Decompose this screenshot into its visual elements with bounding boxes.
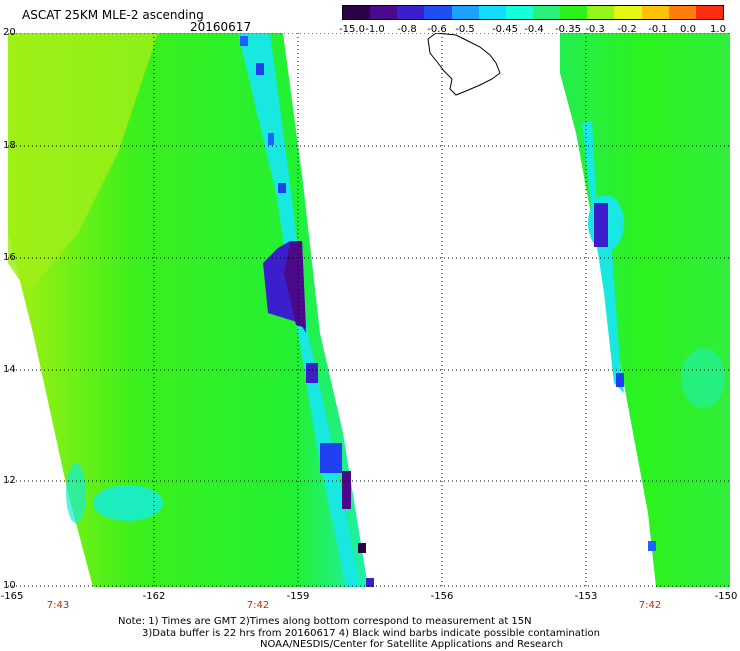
colorbar-label: -0.6: [427, 24, 447, 35]
colorbar-segment: [505, 6, 533, 19]
footnote-line: Note: 1) Times are GMT 2)Times along bot…: [118, 616, 532, 627]
latitude-label: 10: [3, 580, 16, 591]
colorbar-segment: [587, 6, 615, 19]
colorbar-label: 1.0: [710, 24, 726, 35]
cyan-patch: [93, 485, 163, 521]
latitude-label: 12: [3, 475, 16, 486]
colorbar-label: -0.1: [648, 24, 668, 35]
dark-purple-cluster: [284, 241, 306, 328]
colorbar-segment: [614, 6, 642, 19]
colorbar-segment: [370, 6, 398, 19]
latitude-label: 16: [3, 252, 16, 263]
colorbar: [342, 5, 724, 20]
cyan-patch: [681, 348, 725, 408]
colorbar-segment: [560, 6, 588, 19]
colorbar-label: -0.3: [585, 24, 605, 35]
blue-pixel: [278, 183, 286, 193]
colorbar-segment: [668, 6, 696, 19]
right-swath-cyan-edge: [582, 121, 624, 393]
longitude-label: -159: [286, 591, 310, 602]
colorbar-label: -1.0: [365, 24, 385, 35]
wind-map: [8, 33, 730, 587]
blue-pixel: [306, 363, 318, 383]
longitude-label: -156: [430, 591, 454, 602]
footnote: Note: 1) Times are GMT 2)Times along bot…: [118, 616, 600, 651]
colorbar-label: -0.5: [455, 24, 475, 35]
colorbar-segment: [695, 6, 723, 19]
longitude-label: -162: [142, 591, 166, 602]
cyan-patch: [66, 463, 86, 523]
longitude-label: -150: [714, 591, 738, 602]
time-label: 7:43: [46, 600, 70, 611]
colorbar-segment: [397, 6, 425, 19]
time-label: 7:42: [638, 600, 662, 611]
left-swath-yellowgreen-area: [8, 33, 158, 293]
colorbar-label: -0.2: [617, 24, 637, 35]
blue-pixel: [320, 443, 342, 473]
colorbar-segment: [451, 6, 479, 19]
colorbar-segment: [532, 6, 561, 19]
right-swath: [560, 33, 730, 587]
colorbar-label: -15.0: [339, 24, 365, 35]
longitude-label: -165: [0, 591, 24, 602]
colorbar-label: -0.8: [397, 24, 417, 35]
blue-pixel: [256, 63, 264, 75]
colorbar-segment: [641, 6, 669, 19]
blue-pixel: [594, 203, 608, 247]
latitude-label: 18: [3, 140, 16, 151]
gridlines: [8, 33, 730, 587]
big-island-coastline: [427, 33, 501, 96]
product-date: 20160617: [190, 20, 252, 34]
product-title: ASCAT 25KM MLE-2 ascending: [22, 8, 204, 22]
colorbar-label: -0.45: [492, 24, 518, 35]
time-label: 7:42: [246, 600, 270, 611]
latitude-label: 20: [3, 27, 16, 38]
blue-pixel: [616, 373, 624, 387]
blue-pixel: [240, 36, 248, 46]
colorbar-segment: [343, 6, 371, 19]
blue-pixel: [366, 578, 374, 587]
colorbar-label: -0.35: [555, 24, 581, 35]
colorbar-segment: [424, 6, 452, 19]
longitude-label: -153: [574, 591, 598, 602]
dark-purple-pixel: [342, 471, 351, 509]
colorbar-label: -0.4: [524, 24, 544, 35]
blue-pixel: [268, 133, 274, 145]
latitude-label: 14: [3, 364, 16, 375]
blue-pixel: [648, 541, 656, 551]
footnote-line: NOAA/NESDIS/Center for Satellite Applica…: [260, 639, 564, 650]
colorbar-labels: -15.0 -1.0 -0.8 -0.6 -0.5 -0.45 -0.4 -0.…: [339, 24, 726, 38]
colorbar-segment: [478, 6, 506, 19]
colorbar-label: 0.0: [680, 24, 696, 35]
dark-purple-pixel: [358, 543, 366, 553]
footnote-line: 3)Data buffer is 22 hrs from 20160617 4)…: [142, 627, 600, 639]
